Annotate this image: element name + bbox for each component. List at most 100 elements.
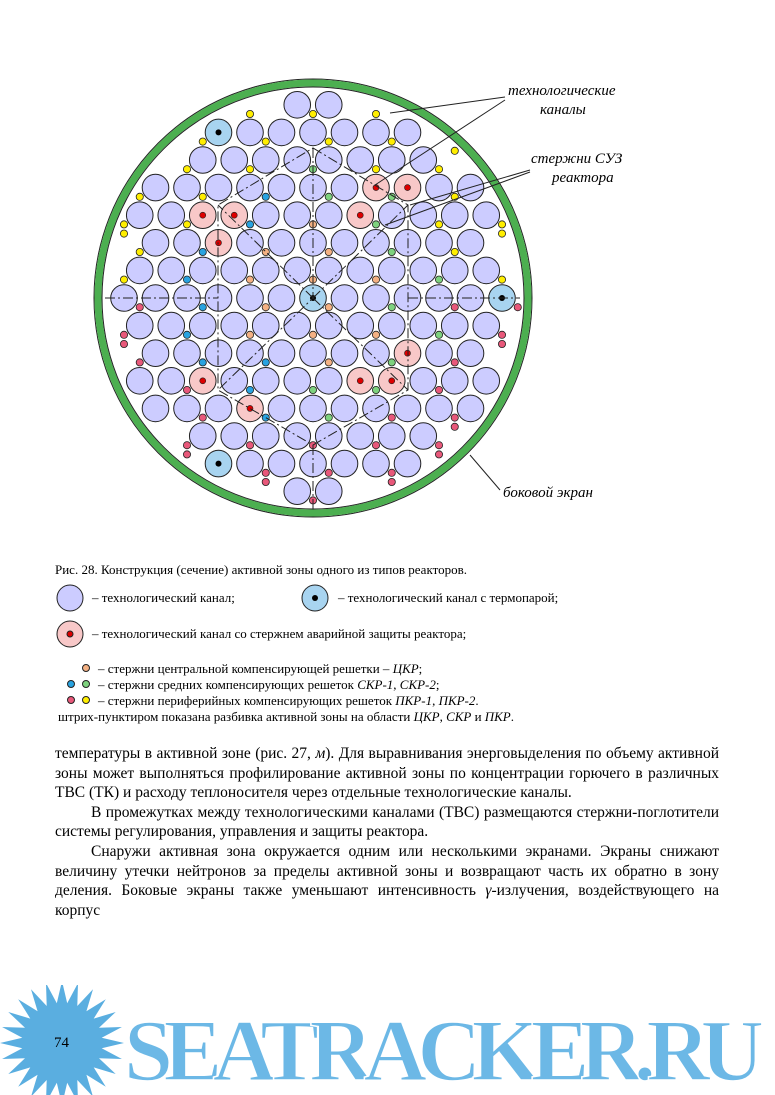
side-screen xyxy=(94,79,532,517)
legend-run: ПКР-2 xyxy=(438,693,476,708)
rod xyxy=(245,220,254,229)
rod xyxy=(198,247,207,256)
rod xyxy=(198,413,207,422)
channel xyxy=(330,229,359,257)
rod xyxy=(371,275,380,284)
legend-run: ПКР-1 xyxy=(395,693,433,708)
emergency-rod xyxy=(388,377,396,385)
rod xyxy=(450,247,459,256)
channel xyxy=(409,201,438,229)
channel xyxy=(362,449,390,478)
rod xyxy=(245,330,254,339)
channel xyxy=(299,394,327,423)
legend-text: – технологический канал; xyxy=(92,590,235,605)
rod xyxy=(387,477,396,486)
icon-dot xyxy=(66,630,74,638)
channel xyxy=(236,173,264,202)
legend-run: – стержни периферийных компенсирующих ре… xyxy=(98,693,396,708)
channel xyxy=(393,449,422,478)
legend-run: , xyxy=(439,709,447,724)
leaders xyxy=(374,96,531,491)
rod xyxy=(434,441,443,450)
channel xyxy=(330,173,359,202)
channel xyxy=(314,201,343,229)
rod xyxy=(182,450,191,459)
paragraph: температуры в активной зоне (рис. 27, м)… xyxy=(55,744,719,803)
legend-row: – стержни средних компенсирующих решеток… xyxy=(98,677,439,693)
emergency-rod xyxy=(199,211,207,219)
emergency-rod xyxy=(356,211,364,219)
rod xyxy=(371,385,380,394)
legend-run: ЦКР xyxy=(413,709,440,724)
paragraph: Снаружи активная зона окружается одним и… xyxy=(55,842,719,920)
channel xyxy=(330,284,359,312)
channel xyxy=(377,201,406,229)
rod xyxy=(182,275,191,284)
rod xyxy=(198,358,207,367)
channel xyxy=(362,229,390,257)
legend-run: СКР-1 xyxy=(357,677,394,692)
rod xyxy=(324,468,333,477)
channel xyxy=(425,394,453,423)
rod xyxy=(245,110,254,119)
rod xyxy=(387,468,396,477)
leader xyxy=(469,454,501,491)
channel xyxy=(125,256,154,285)
channel xyxy=(472,367,501,395)
rod xyxy=(308,330,317,339)
rod xyxy=(245,441,254,450)
legend-text: – технологический канал со стержнем авар… xyxy=(92,626,467,641)
rod xyxy=(120,275,129,284)
rod xyxy=(324,137,333,146)
rod xyxy=(371,330,380,339)
legend-run: ЦКР xyxy=(392,661,419,676)
channel xyxy=(299,118,327,147)
leader xyxy=(409,169,531,206)
channel xyxy=(125,201,154,229)
channel xyxy=(456,339,485,368)
rod xyxy=(182,385,191,394)
rod xyxy=(434,330,443,339)
legend-run: ; xyxy=(418,661,423,676)
channel xyxy=(141,394,170,423)
rod xyxy=(182,165,191,174)
channel xyxy=(409,256,438,285)
channel xyxy=(409,311,438,340)
legend-run: – стержни центральной компенсирующей реш… xyxy=(98,661,393,676)
icon-rod xyxy=(82,696,90,704)
channel xyxy=(267,449,296,478)
legend-run: , xyxy=(393,677,400,692)
channel xyxy=(188,146,217,174)
channel xyxy=(314,146,343,174)
channel xyxy=(157,201,186,229)
rod xyxy=(371,165,380,174)
rod xyxy=(434,385,443,394)
rod xyxy=(261,137,270,146)
channel xyxy=(141,229,170,257)
channel xyxy=(267,284,296,312)
channel xyxy=(456,394,485,423)
channel xyxy=(204,173,233,202)
rod xyxy=(371,441,380,450)
channel xyxy=(440,201,469,229)
channel xyxy=(188,422,217,450)
channel xyxy=(377,422,406,450)
rod xyxy=(387,137,396,146)
channel xyxy=(236,229,264,257)
rod xyxy=(135,192,144,201)
channel xyxy=(346,146,375,174)
legend-run: СКР-2 xyxy=(399,677,436,692)
emergency-rod xyxy=(404,184,411,191)
starburst xyxy=(0,985,124,1095)
rod xyxy=(324,358,333,367)
rod xyxy=(497,275,506,284)
channel xyxy=(267,173,296,202)
channel xyxy=(251,422,280,450)
legend-run: . xyxy=(475,693,479,708)
channel xyxy=(173,229,201,257)
rod xyxy=(182,220,191,229)
rod xyxy=(497,339,506,348)
channel xyxy=(346,311,375,340)
channel xyxy=(157,256,186,285)
